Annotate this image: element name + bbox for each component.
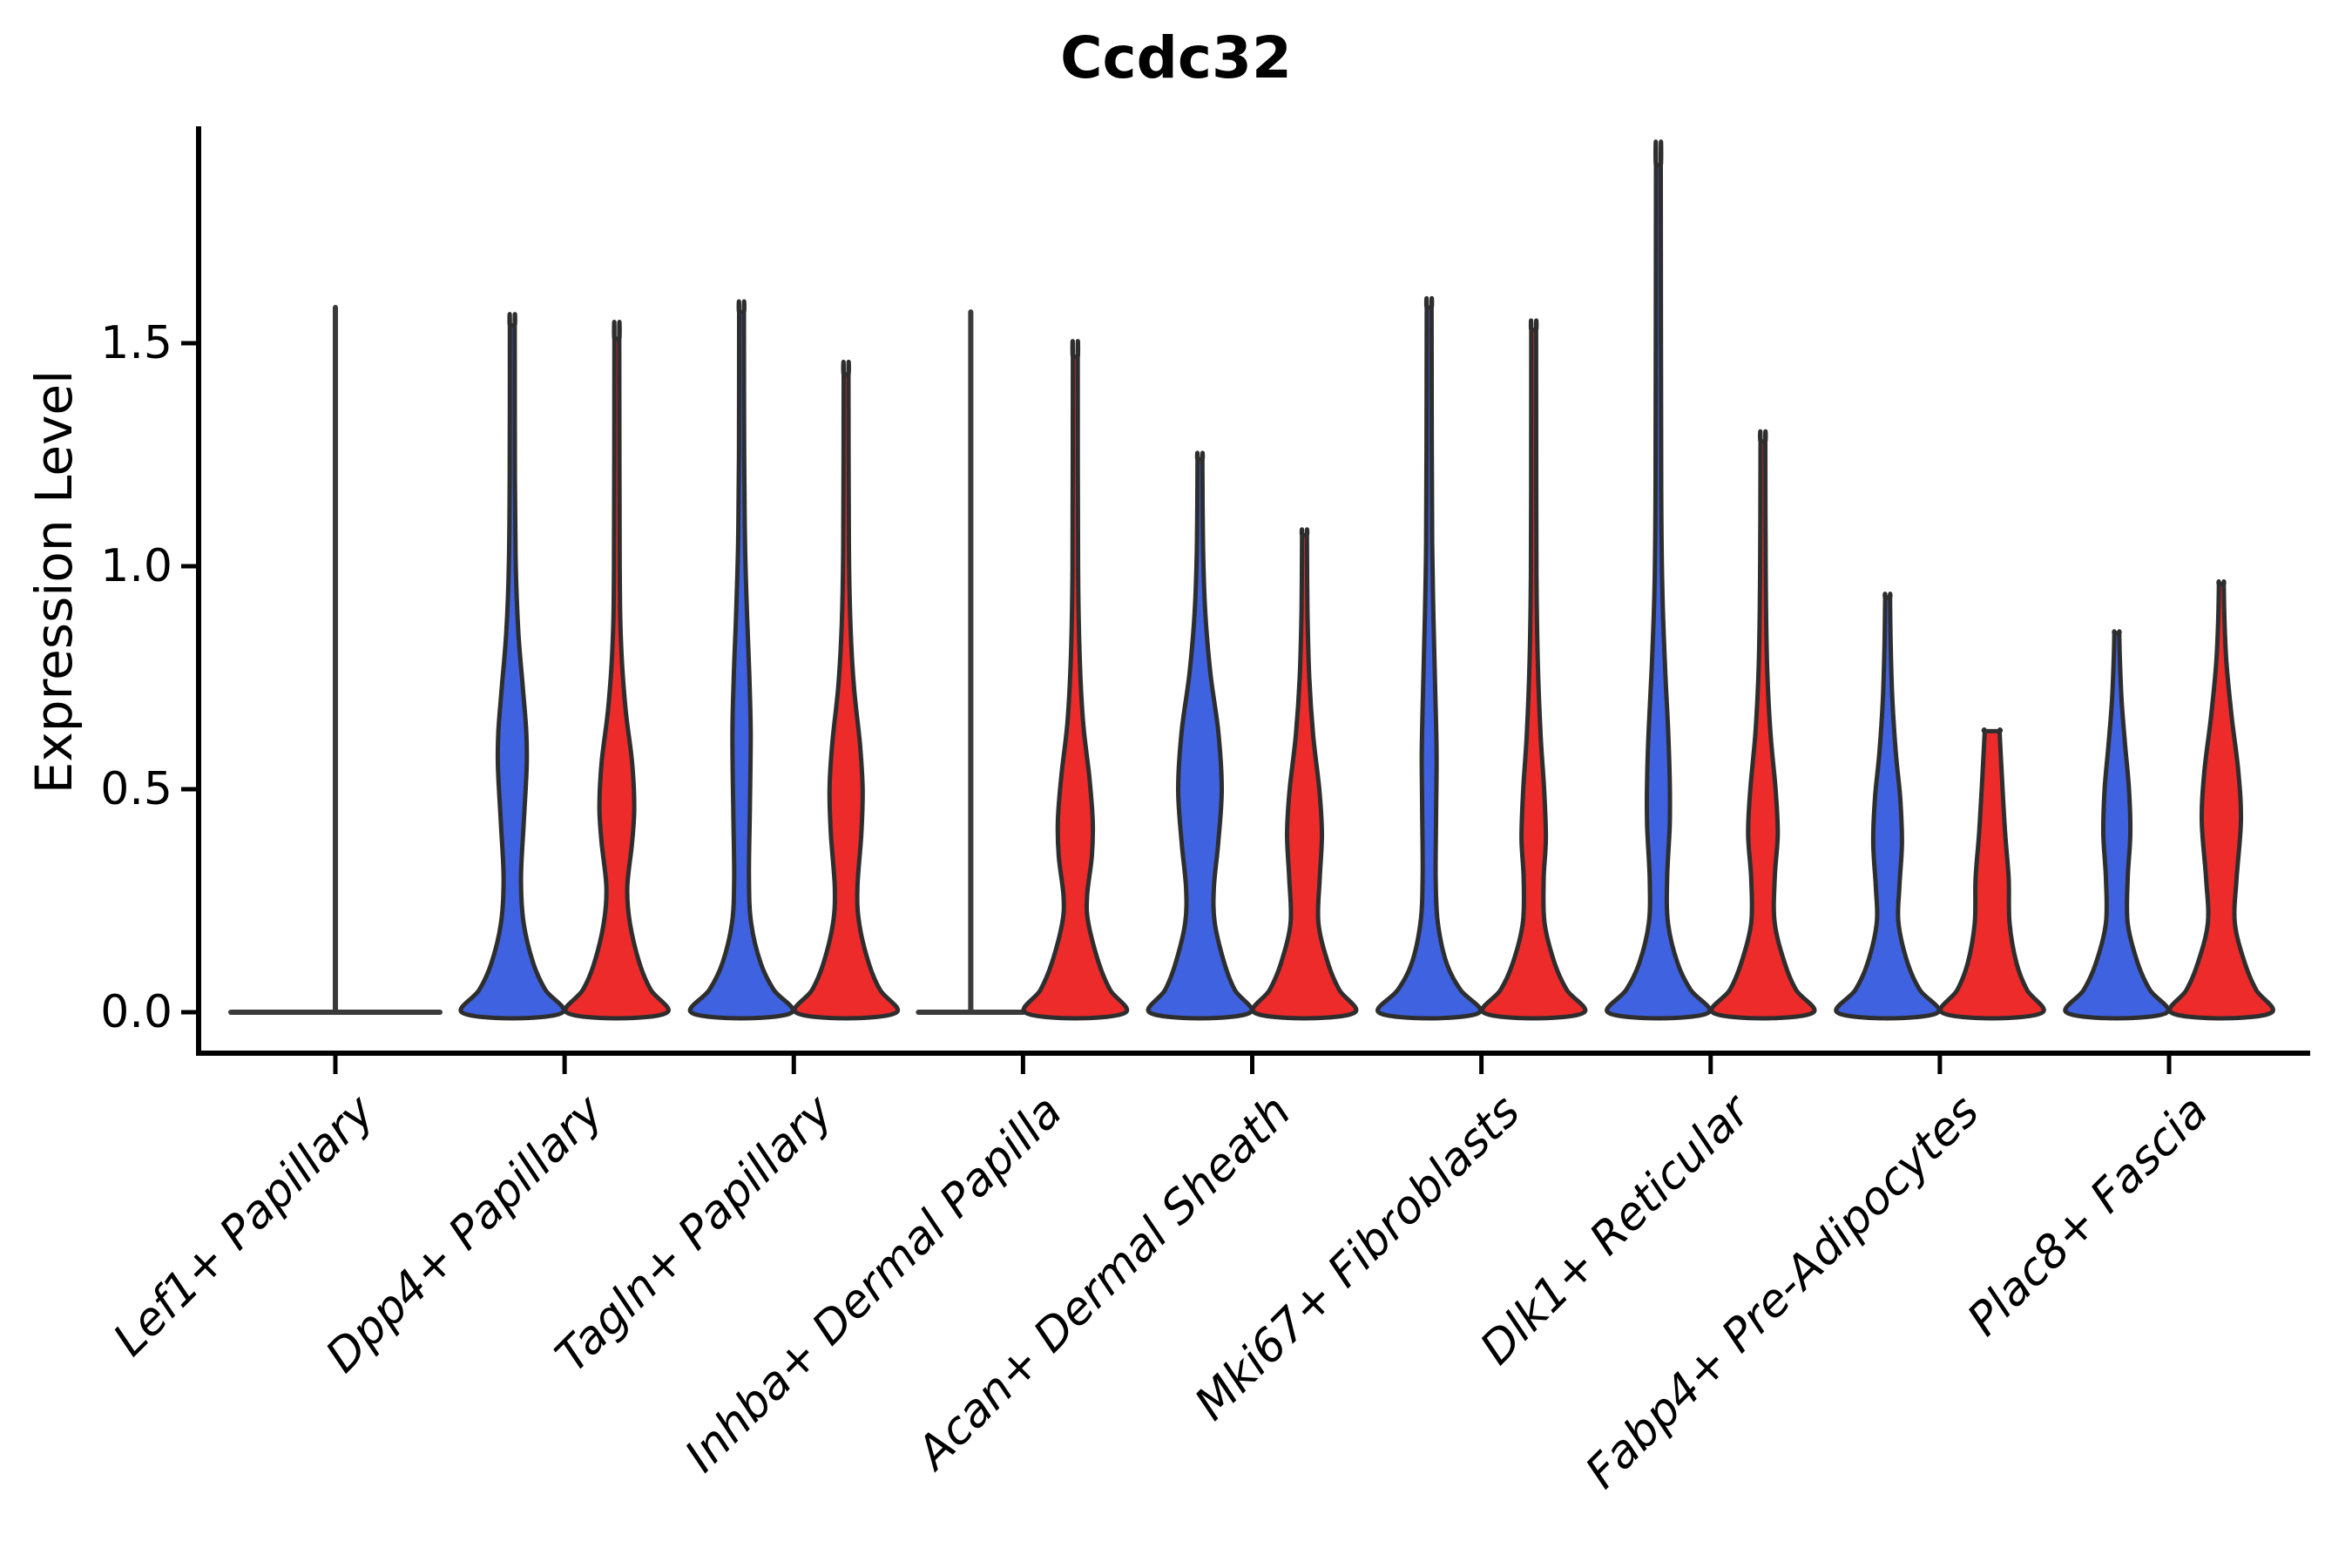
chart-title: Ccdc32 <box>1060 24 1292 91</box>
y-tick-label: 1.0 <box>100 540 172 592</box>
violin-4-left <box>1146 450 1254 1021</box>
violin-7-left <box>1834 591 1942 1021</box>
violin-2-right <box>792 359 901 1021</box>
violin-7-right <box>1938 727 2046 1021</box>
violin-8-left <box>2063 629 2171 1021</box>
violin-4-right <box>1250 527 1359 1021</box>
violin-1-left <box>458 312 566 1021</box>
violin-8-right <box>2167 579 2275 1021</box>
y-tick-label: 0.5 <box>100 763 172 815</box>
violin-1-right <box>563 320 671 1021</box>
violin-6-right <box>1709 429 1817 1021</box>
violin-6-left <box>1605 139 1713 1021</box>
violin-5-right <box>1479 318 1588 1021</box>
violin-3-right <box>1021 339 1130 1021</box>
violin-2-left <box>687 299 795 1021</box>
y-tick-label: 0.0 <box>100 986 172 1038</box>
y-tick-label: 1.5 <box>100 317 172 369</box>
violin-5-left <box>1375 295 1484 1021</box>
